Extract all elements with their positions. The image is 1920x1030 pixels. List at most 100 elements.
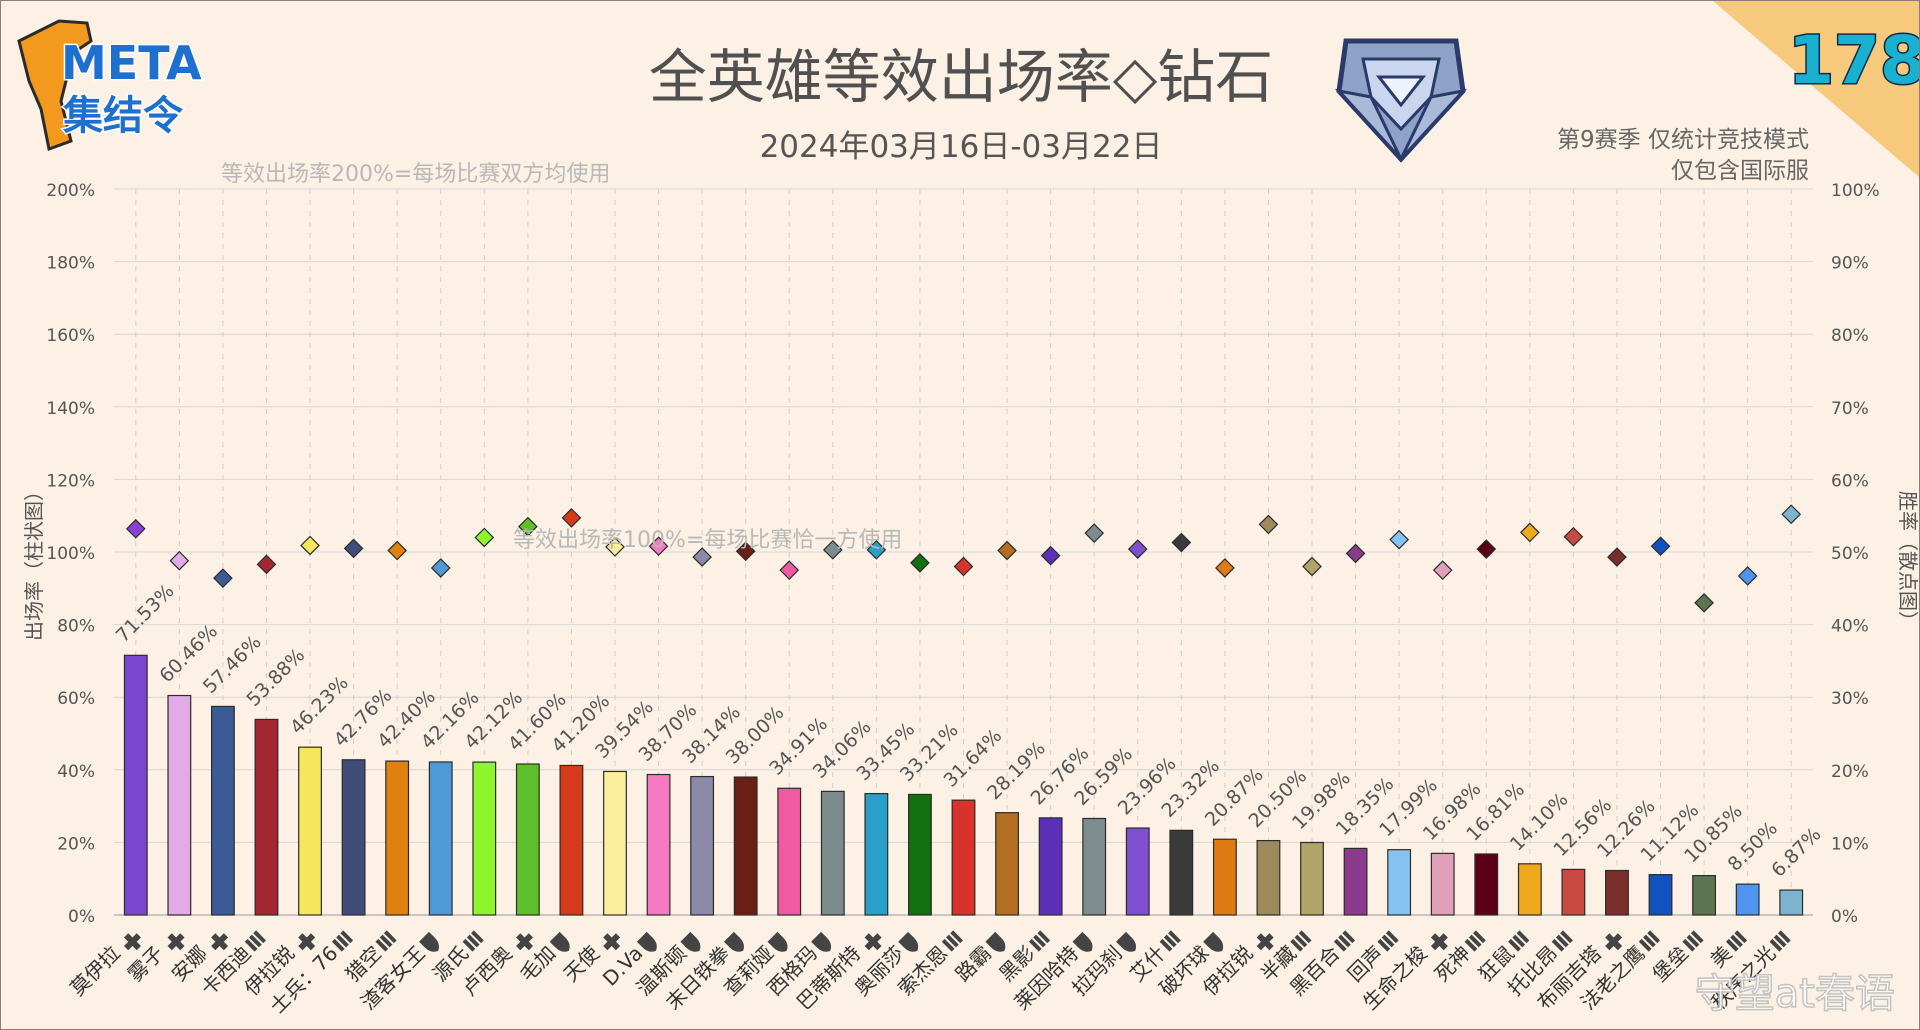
support-role-icon bbox=[864, 933, 882, 951]
win-rate-marker bbox=[1302, 556, 1322, 577]
damage-role-icon bbox=[471, 930, 484, 944]
pick-rate-label: 71.53% bbox=[112, 580, 179, 647]
pick-rate-bar bbox=[1387, 849, 1412, 916]
pick-rate-bar bbox=[1212, 838, 1237, 916]
win-rate-marker bbox=[430, 558, 451, 578]
left-tick-label: 100% bbox=[46, 544, 95, 564]
season-note: 第9赛季 仅统计竞技模式 bbox=[1557, 127, 1809, 153]
annotation-100: 等效出场率100%=每场比赛恰一方使用 bbox=[513, 528, 902, 553]
tank-role-icon bbox=[1203, 931, 1224, 952]
win-rate-marker bbox=[822, 539, 843, 560]
damage-role-icon bbox=[1163, 934, 1177, 948]
win-rate-marker bbox=[1171, 532, 1192, 553]
right-tick-label: 90% bbox=[1831, 254, 1869, 274]
win-rate-marker bbox=[692, 547, 712, 567]
win-rate-marker bbox=[735, 541, 756, 562]
tank-role-icon bbox=[811, 931, 832, 952]
damage-role-icon bbox=[1338, 934, 1351, 948]
support-role-icon bbox=[603, 933, 621, 951]
pick-rate-bar bbox=[1735, 883, 1760, 916]
win-rate-marker bbox=[1519, 522, 1540, 543]
win-rate-marker bbox=[387, 540, 408, 561]
damage-role-icon bbox=[1725, 938, 1739, 952]
damage-role-icon bbox=[249, 934, 262, 948]
damage-role-icon bbox=[462, 938, 476, 952]
damage-role-icon bbox=[1555, 934, 1569, 948]
pick-rate-bar bbox=[690, 775, 715, 916]
region-note: 仅包含国际服 bbox=[1671, 158, 1809, 184]
left-tick-label: 160% bbox=[46, 326, 95, 346]
logo-sub-text: 集结令 bbox=[62, 93, 184, 139]
support-role-icon bbox=[211, 933, 229, 951]
damage-role-icon bbox=[1473, 930, 1486, 944]
damage-role-icon bbox=[336, 934, 349, 948]
pick-rate-bar bbox=[1605, 869, 1629, 916]
damage-role-icon bbox=[1778, 930, 1791, 944]
left-tick-label: 120% bbox=[46, 471, 95, 491]
damage-role-icon bbox=[331, 938, 345, 952]
damage-role-icon bbox=[1333, 938, 1347, 952]
win-rate-marker bbox=[1215, 558, 1235, 578]
damage-role-icon bbox=[1773, 934, 1787, 948]
pick-rate-bar bbox=[1300, 841, 1324, 916]
damage-role-icon bbox=[1560, 930, 1573, 944]
support-role-icon bbox=[1430, 933, 1448, 951]
damage-role-icon bbox=[253, 930, 266, 944]
damage-role-icon bbox=[1037, 930, 1051, 944]
right-tick-label: 40% bbox=[1831, 617, 1869, 637]
pick-rate-bar bbox=[428, 761, 453, 916]
damage-role-icon bbox=[1464, 938, 1478, 952]
damage-role-icon bbox=[1512, 934, 1526, 948]
left-tick-label: 200% bbox=[46, 181, 95, 201]
pick-rate-bar bbox=[1517, 863, 1542, 916]
left-tick-label: 20% bbox=[57, 834, 95, 854]
tank-role-icon bbox=[419, 931, 439, 952]
watermark: 守望at春语 bbox=[1695, 971, 1895, 1017]
win-rate-marker bbox=[343, 538, 364, 559]
pick-rate-bar bbox=[733, 776, 758, 916]
right-tick-label: 70% bbox=[1831, 399, 1869, 419]
pick-rate-bar bbox=[864, 792, 889, 916]
diamond-rank-icon bbox=[1334, 38, 1468, 163]
right-tick-label: 80% bbox=[1831, 326, 1869, 346]
win-rate-marker bbox=[997, 540, 1017, 561]
damage-role-icon bbox=[1168, 930, 1181, 944]
hero-name: 路霸 bbox=[951, 941, 996, 986]
damage-role-icon bbox=[1551, 938, 1565, 952]
tank-role-icon bbox=[723, 931, 744, 952]
damage-role-icon bbox=[1686, 934, 1700, 948]
bars-layer bbox=[123, 654, 1804, 916]
left-tick-label: 140% bbox=[46, 399, 95, 419]
pick-rate-bar bbox=[603, 770, 627, 916]
pick-rate-bar bbox=[1082, 817, 1107, 916]
win-rate-marker bbox=[1476, 539, 1497, 559]
tank-role-icon bbox=[985, 931, 1006, 952]
win-rate-marker bbox=[1040, 545, 1061, 566]
pick-rate-bar bbox=[646, 773, 671, 916]
damage-role-icon bbox=[379, 934, 393, 948]
pick-rate-bar bbox=[559, 764, 584, 916]
right-tick-label: 10% bbox=[1831, 834, 1869, 854]
pick-rate-bar bbox=[1256, 839, 1281, 916]
tank-role-icon bbox=[549, 931, 570, 952]
pick-rate-bar bbox=[1648, 874, 1673, 916]
corner-badge bbox=[1713, 1, 1919, 177]
markers-layer bbox=[125, 504, 1802, 613]
pick-rate-bar bbox=[1561, 868, 1586, 916]
win-rate-marker bbox=[474, 527, 495, 548]
win-rate-marker bbox=[605, 537, 625, 557]
pick-rate-bar bbox=[210, 705, 235, 916]
win-rate-marker bbox=[1127, 539, 1148, 559]
annotation-200: 等效出场率200%=每场比赛双方均使用 bbox=[221, 162, 610, 187]
pick-rate-bar bbox=[1125, 827, 1150, 916]
damage-role-icon bbox=[1385, 930, 1399, 944]
support-role-icon bbox=[298, 933, 316, 951]
pick-rate-bar bbox=[820, 790, 845, 916]
left-tick-label: 40% bbox=[57, 762, 95, 782]
support-role-icon bbox=[516, 933, 534, 951]
pick-rate-bar bbox=[1343, 847, 1368, 916]
support-role-icon bbox=[123, 933, 141, 951]
win-rate-marker bbox=[300, 535, 320, 556]
damage-role-icon bbox=[466, 934, 480, 948]
